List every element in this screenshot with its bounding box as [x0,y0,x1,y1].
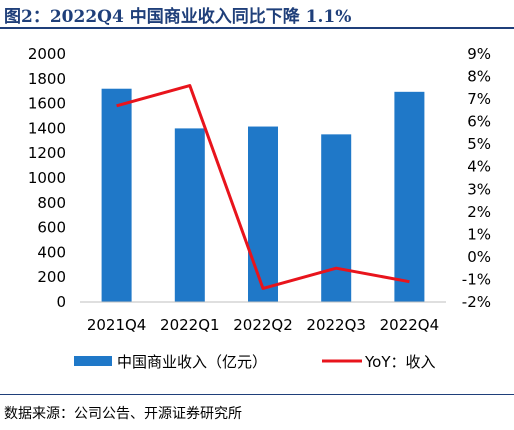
right-axis-tick-label: 2% [467,203,491,221]
right-axis-tick-label: -1% [462,270,491,288]
right-axis-tick-label: 5% [467,135,491,153]
right-axis-tick-label: 4% [467,158,491,176]
left-axis-tick-label: 2000 [28,45,66,63]
legend: 中国商业收入（亿元） YoY：收入 [74,353,436,371]
footer-rule [0,394,514,395]
chart: 0 200 400 600 800 1000 1200 1400 1600 1800 2000 -2… [28,45,491,371]
left-axis-tick-label: 1800 [28,70,66,88]
bar-2022Q1 [174,128,205,302]
x-axis-label: 2022Q2 [233,316,293,334]
right-axis-tick-label: 1% [467,225,491,243]
bar-series [101,88,425,302]
bar-2021Q4 [101,88,132,302]
x-axis-label: 2022Q4 [380,316,440,334]
x-axis-label: 2021Q4 [87,316,147,334]
x-axis-label: 2022Q3 [306,316,366,334]
left-axis-tick-label: 0 [56,293,66,311]
right-axis-tick-label: 6% [467,113,491,131]
right-axis-tick-label: -2% [462,293,491,311]
bar-2022Q4 [394,91,425,302]
source-note: 数据来源：公司公告、开源证券研究所 [4,406,242,422]
left-axis-tick-label: 1000 [28,169,66,187]
x-axis-labels: 2021Q4 2022Q1 2022Q2 2022Q3 2022Q4 [87,316,439,334]
left-axis: 0 200 400 600 800 1000 1200 1400 1600 1800 2000 [28,45,66,311]
legend-line-label: YoY：收入 [364,353,436,371]
right-axis-tick-label: 7% [467,90,491,108]
right-axis-tick-label: 3% [467,180,491,198]
chart-title: 图2：2022Q4 中国商业收入同比下降 1.1% [4,7,352,27]
bar-2022Q3 [321,134,352,302]
x-axis-label: 2022Q1 [160,316,220,334]
left-axis-tick-label: 600 [37,219,66,237]
right-axis: -2% -1% 0% 1% 2% 3% 4% 5% 6% 7% 8% 9% [462,45,491,311]
right-axis-tick-label: 8% [467,68,491,86]
right-axis-tick-label: 9% [467,45,491,63]
left-axis-tick-label: 400 [37,243,66,261]
yoy-line [116,84,410,290]
right-axis-tick-label: 0% [467,248,491,266]
left-axis-tick-label: 1600 [28,95,66,113]
legend-bar-label: 中国商业收入（亿元） [117,353,267,371]
left-axis-tick-label: 1400 [28,119,66,137]
left-axis-tick-label: 1200 [28,144,66,162]
left-axis-tick-label: 200 [37,268,66,286]
legend-bar-swatch [74,356,112,366]
left-axis-tick-label: 800 [37,194,66,212]
bar-2022Q2 [248,126,278,302]
title-rule [0,27,514,29]
